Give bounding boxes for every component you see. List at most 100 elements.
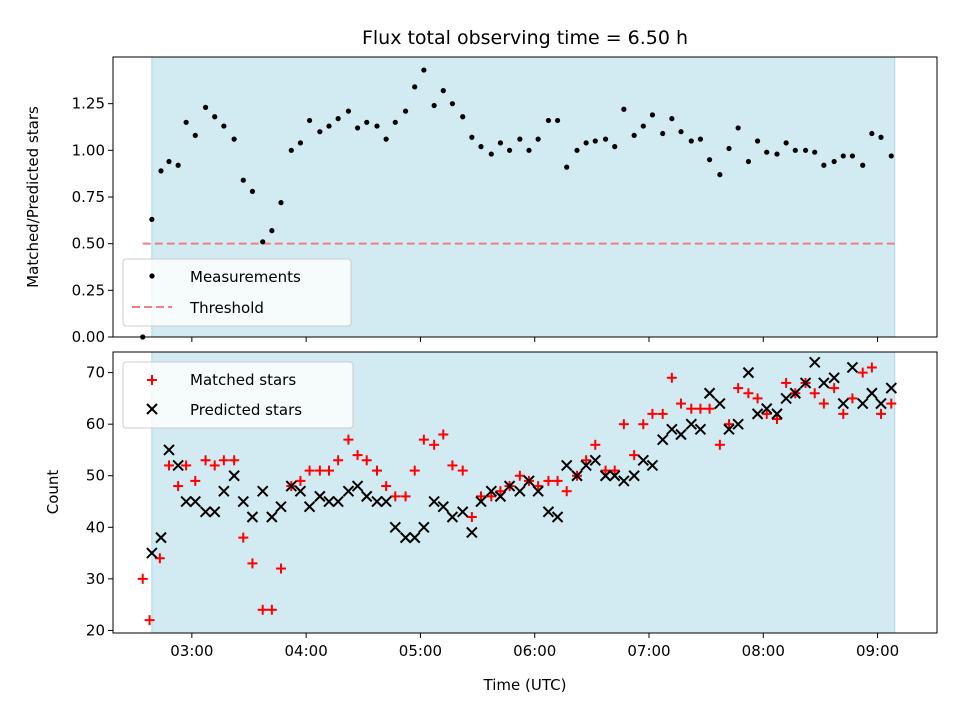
predicted-point: [742, 366, 755, 379]
measurement-point: [726, 145, 732, 152]
matched-point: [838, 408, 849, 419]
matched-point: [276, 563, 286, 574]
predicted-mark-b: [246, 511, 259, 523]
x-tick-label: 08:00: [742, 642, 785, 660]
matched-point: [266, 604, 277, 615]
predicted-point: [657, 433, 669, 446]
measurement-point: [297, 140, 304, 146]
matched-point: [438, 429, 449, 440]
predicted-mark-b: [172, 459, 184, 472]
matched-point: [733, 383, 744, 394]
predicted-mark-b: [761, 403, 773, 415]
predicted-point: [428, 495, 440, 508]
predicted-mark-b: [703, 387, 716, 399]
measurement-point: [564, 164, 570, 170]
x-tick-label: 05:00: [399, 642, 442, 660]
measurement-point: [288, 147, 294, 153]
predicted-mark-b: [332, 495, 344, 508]
matched-point: [686, 403, 697, 414]
predicted-point: [685, 418, 697, 430]
y-tick-label: 1.00: [72, 141, 105, 159]
predicted-mark-b: [503, 480, 516, 492]
measurement-point: [354, 125, 361, 131]
matched-point: [137, 573, 148, 584]
legend: Measurements Threshold: [122, 258, 352, 327]
matched-point: [552, 475, 563, 486]
measurement-point: [440, 88, 446, 94]
predicted-mark-b: [542, 506, 555, 518]
matched-point: [476, 491, 486, 502]
measurement-point: [745, 158, 752, 165]
predicted-point: [237, 495, 249, 508]
predicted-point: [332, 495, 344, 508]
y-tick-label: 50: [86, 467, 105, 485]
predicted-mark-b: [146, 547, 158, 559]
predicted-point: [418, 521, 430, 534]
measurement-point: [878, 134, 884, 140]
matched-point: [429, 439, 440, 450]
matched-point: [609, 465, 620, 476]
predicted-point: [494, 490, 507, 503]
matched-point: [238, 532, 249, 543]
predicted-mark-b: [409, 531, 421, 544]
measurement-point: [460, 114, 466, 120]
matched-point: [581, 455, 592, 466]
matched-point: [409, 465, 420, 476]
matched-point: [543, 475, 554, 486]
measurement-point: [345, 108, 352, 114]
predicted-mark-b: [828, 372, 840, 384]
matched-point: [743, 388, 754, 399]
predicted-mark-b: [599, 470, 612, 482]
matched-point: [295, 475, 306, 486]
predicted-mark-b: [609, 470, 621, 482]
measurement-point: [506, 147, 513, 153]
measurement-point: [449, 101, 456, 107]
predicted-mark-b: [457, 506, 469, 518]
y-tick-label: 0.75: [72, 188, 105, 206]
y-tick-label: 0.25: [72, 281, 105, 299]
predicted-point: [618, 475, 630, 487]
predicted-mark-b: [789, 387, 801, 399]
matched-point: [173, 481, 184, 492]
measurement-point: [221, 123, 227, 129]
predicted-point: [351, 480, 364, 492]
bottom-y-axis-label: Count: [44, 470, 62, 515]
matched-point: [752, 393, 763, 404]
predicted-mark-b: [885, 382, 897, 394]
predicted-mark-b: [675, 428, 687, 441]
measurement-point: [421, 67, 427, 73]
predicted-point: [780, 392, 792, 405]
predicted-point: [599, 470, 612, 482]
measurement-point: [583, 140, 589, 146]
predicted-point: [485, 485, 497, 497]
predicted-mark-b: [418, 521, 430, 534]
predicted-mark-b: [866, 387, 878, 399]
predicted-point: [609, 470, 621, 482]
legend-threshold-label: Threshold: [189, 299, 264, 317]
predicted-mark-b: [571, 470, 583, 482]
predicted-mark-b: [723, 423, 735, 436]
predicted-mark-b: [237, 495, 249, 508]
matched-point: [324, 465, 334, 476]
predicted-point: [628, 470, 640, 482]
measurement-point: [592, 138, 598, 144]
legend-measurements-label: Measurements: [190, 268, 301, 286]
predicted-point: [466, 526, 478, 539]
predicted-point: [857, 397, 869, 410]
matched-point: [876, 408, 886, 419]
matched-point: [886, 398, 897, 409]
matched-point: [181, 460, 192, 471]
predicted-point: [580, 459, 592, 472]
chart-title: Flux total observing time = 6.50 h: [362, 27, 688, 49]
matched-point: [561, 486, 572, 497]
predicted-point: [475, 495, 487, 508]
bottom-panel: Count Time (UTC) 20 30 40 50 60 70 03:00 04:00 0…: [44, 351, 938, 694]
predicted-mark-b: [580, 459, 592, 472]
axes-frame: [112, 351, 938, 634]
measurement-point: [488, 151, 494, 157]
predicted-point: [323, 495, 335, 508]
predicted-mark-b: [342, 485, 355, 497]
predicted-point: [371, 495, 383, 508]
measurement-point: [764, 149, 770, 155]
